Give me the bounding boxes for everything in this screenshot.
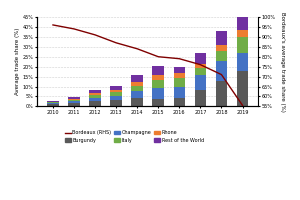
- Bar: [195, 53, 206, 64]
- Bar: [152, 66, 164, 75]
- Bar: [152, 75, 164, 80]
- Bar: [216, 81, 227, 106]
- Bar: [89, 90, 101, 93]
- Bar: [237, 53, 248, 71]
- Bar: [173, 87, 185, 98]
- Bar: [110, 96, 122, 100]
- Bar: [152, 99, 164, 106]
- Legend: Bordeaux (RHS), Burgundy, Champagne, Italy, Rhone, Rest of the World: Bordeaux (RHS), Burgundy, Champagne, Ita…: [63, 128, 206, 145]
- Bar: [195, 75, 206, 90]
- Bar: [173, 98, 185, 106]
- Bar: [237, 15, 248, 30]
- Bar: [216, 31, 227, 45]
- Bar: [131, 86, 143, 91]
- Bar: [110, 86, 122, 90]
- Y-axis label: Bordeaux's average trade share (%): Bordeaux's average trade share (%): [280, 12, 285, 112]
- Bar: [195, 68, 206, 75]
- Bar: [68, 103, 80, 106]
- Bar: [237, 37, 248, 53]
- Bar: [152, 88, 164, 99]
- Bar: [173, 78, 185, 87]
- Bar: [47, 101, 59, 102]
- Bar: [195, 90, 206, 106]
- Bar: [47, 103, 59, 104]
- Bar: [216, 45, 227, 51]
- Bar: [131, 75, 143, 82]
- Bar: [47, 102, 59, 103]
- Bar: [89, 95, 101, 98]
- Bar: [131, 91, 143, 98]
- Bar: [195, 64, 206, 68]
- Bar: [131, 98, 143, 106]
- Bar: [68, 97, 80, 99]
- Bar: [89, 93, 101, 95]
- Bar: [173, 73, 185, 78]
- Bar: [68, 99, 80, 100]
- Bar: [237, 71, 248, 106]
- Bar: [131, 82, 143, 86]
- Bar: [110, 90, 122, 92]
- Bar: [89, 98, 101, 101]
- Bar: [152, 80, 164, 88]
- Bar: [47, 104, 59, 106]
- Bar: [89, 101, 101, 106]
- Bar: [110, 92, 122, 96]
- Bar: [216, 51, 227, 61]
- Bar: [68, 101, 80, 103]
- Bar: [237, 30, 248, 37]
- Bar: [173, 67, 185, 73]
- Y-axis label: Average trade share (%): Average trade share (%): [15, 28, 20, 95]
- Bar: [216, 61, 227, 81]
- Bar: [110, 100, 122, 106]
- Bar: [68, 100, 80, 101]
